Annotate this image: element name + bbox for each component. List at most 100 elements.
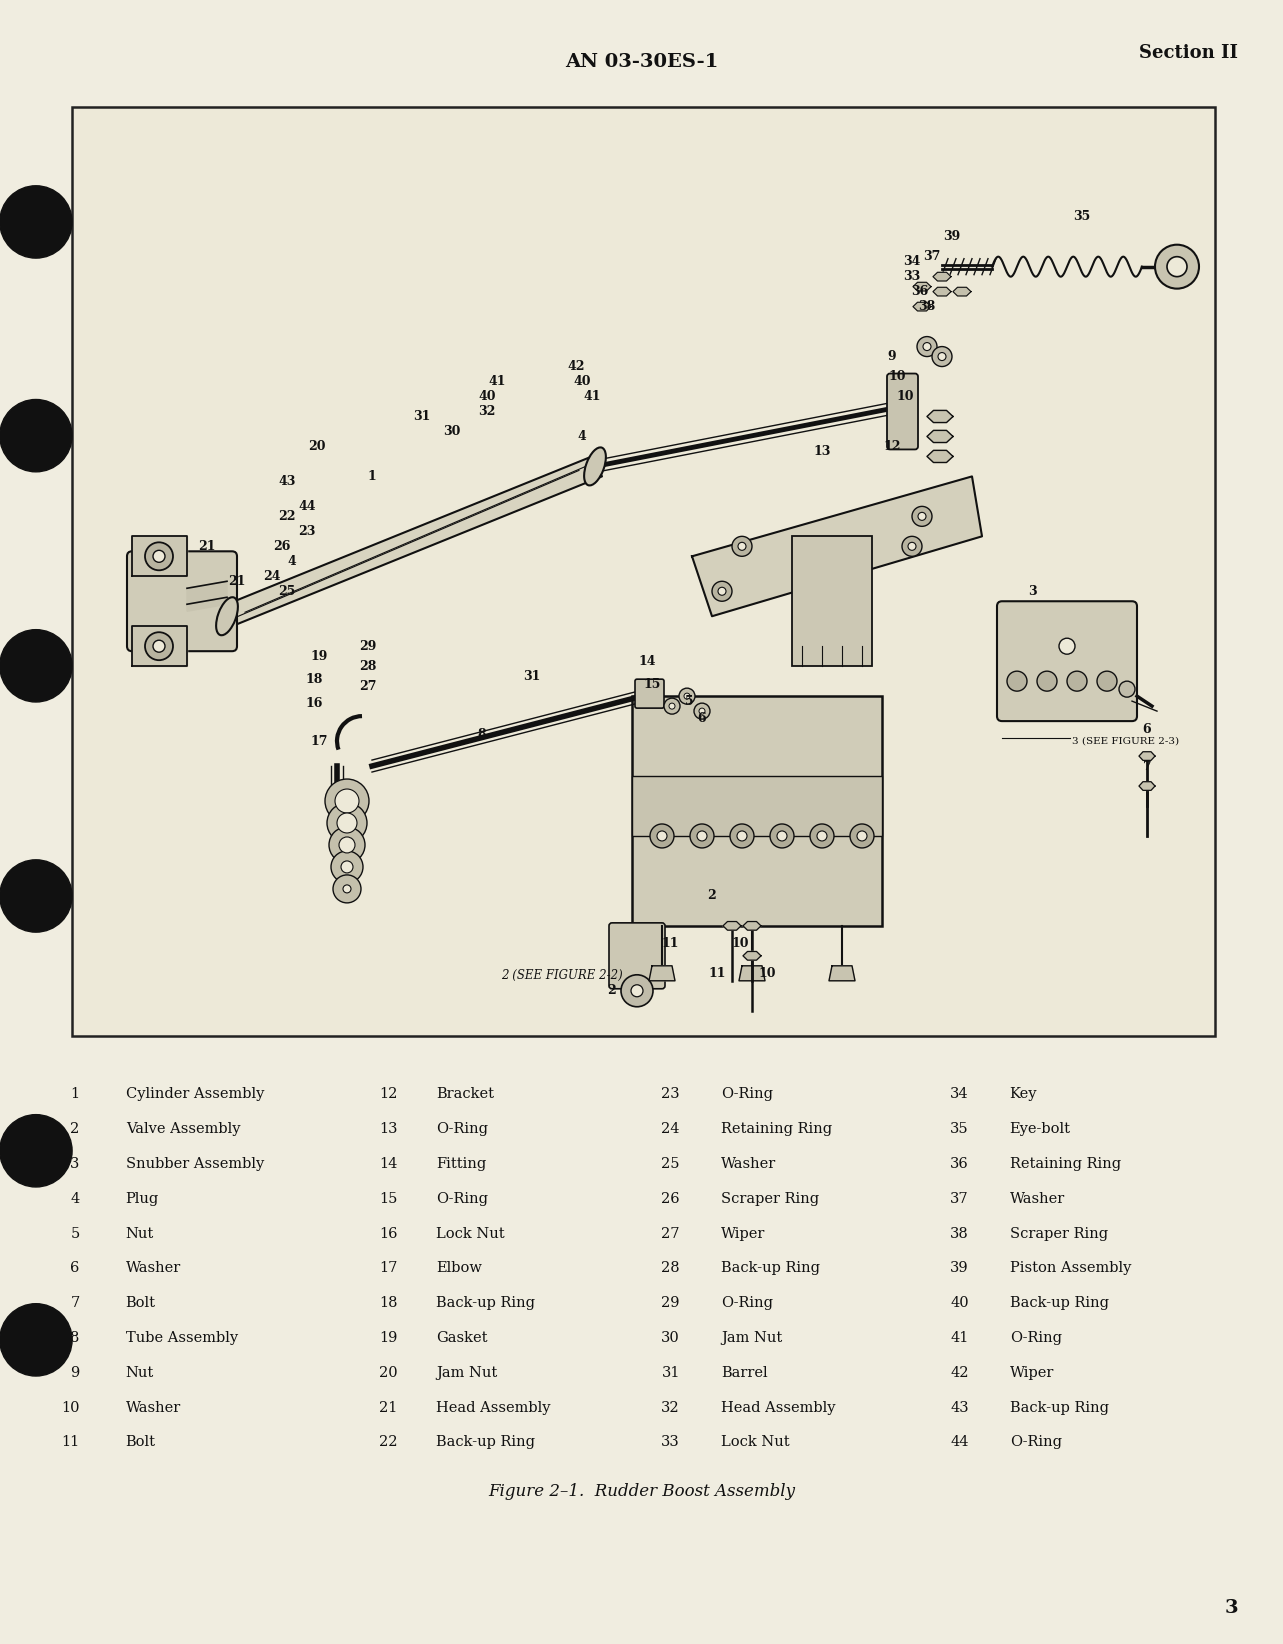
Circle shape <box>334 875 361 903</box>
Text: 36: 36 <box>949 1157 969 1171</box>
Circle shape <box>631 985 643 996</box>
Circle shape <box>938 352 946 360</box>
Text: 39: 39 <box>949 1261 969 1276</box>
Polygon shape <box>933 288 951 296</box>
Bar <box>72 107 1215 1036</box>
Text: 15: 15 <box>643 677 661 690</box>
Text: Scraper Ring: Scraper Ring <box>1010 1226 1107 1241</box>
Text: Bolt: Bolt <box>126 1295 155 1310</box>
Text: 10: 10 <box>888 370 906 383</box>
Circle shape <box>328 827 364 863</box>
Circle shape <box>145 633 173 661</box>
Text: 20: 20 <box>308 441 326 454</box>
Text: 24: 24 <box>263 570 281 582</box>
Text: 34: 34 <box>949 1087 969 1101</box>
Polygon shape <box>913 283 931 291</box>
Circle shape <box>733 536 752 556</box>
Circle shape <box>718 587 726 595</box>
Text: Barrel: Barrel <box>721 1366 767 1379</box>
Text: 21: 21 <box>228 575 246 589</box>
Text: Section II: Section II <box>1139 44 1238 61</box>
Text: 18: 18 <box>305 672 323 686</box>
Text: 32: 32 <box>661 1401 680 1414</box>
Text: 3: 3 <box>71 1157 80 1171</box>
Text: 5: 5 <box>71 1226 80 1241</box>
Polygon shape <box>743 922 761 931</box>
Text: 4: 4 <box>577 431 586 442</box>
Text: 41: 41 <box>584 390 600 403</box>
Circle shape <box>339 837 355 853</box>
Text: Washer: Washer <box>1010 1192 1065 1205</box>
Polygon shape <box>1139 781 1155 791</box>
Text: 36: 36 <box>911 284 929 298</box>
Circle shape <box>327 802 367 843</box>
Polygon shape <box>928 411 953 423</box>
Text: 40: 40 <box>479 390 495 403</box>
Circle shape <box>0 630 72 702</box>
Text: 26: 26 <box>661 1192 680 1205</box>
Text: 31: 31 <box>523 669 540 682</box>
Text: 2: 2 <box>608 985 616 998</box>
Circle shape <box>931 347 952 367</box>
Text: 3: 3 <box>1224 1600 1238 1616</box>
Text: 9: 9 <box>888 350 897 363</box>
Text: Snubber Assembly: Snubber Assembly <box>126 1157 264 1171</box>
Text: Jam Nut: Jam Nut <box>436 1366 498 1379</box>
Text: 25: 25 <box>662 1157 680 1171</box>
Text: 28: 28 <box>359 659 377 672</box>
Polygon shape <box>187 582 227 612</box>
Circle shape <box>0 399 72 472</box>
Text: 44: 44 <box>951 1435 969 1450</box>
Text: 38: 38 <box>949 1226 969 1241</box>
Circle shape <box>0 186 72 258</box>
Circle shape <box>1037 671 1057 690</box>
Text: 3: 3 <box>1028 585 1037 598</box>
Text: 40: 40 <box>574 375 590 388</box>
Text: 16: 16 <box>380 1226 398 1241</box>
Circle shape <box>1097 671 1117 690</box>
Text: 10: 10 <box>62 1401 80 1414</box>
Circle shape <box>679 689 695 704</box>
FancyBboxPatch shape <box>792 536 872 666</box>
Circle shape <box>337 814 357 834</box>
Circle shape <box>335 789 359 814</box>
Text: Back-up Ring: Back-up Ring <box>436 1435 535 1450</box>
Text: Lock Nut: Lock Nut <box>436 1226 504 1241</box>
Text: 4: 4 <box>71 1192 80 1205</box>
Circle shape <box>738 543 745 551</box>
Circle shape <box>153 551 166 562</box>
Circle shape <box>810 824 834 848</box>
Text: O-Ring: O-Ring <box>1010 1435 1062 1450</box>
Text: Scraper Ring: Scraper Ring <box>721 1192 819 1205</box>
Text: 22: 22 <box>380 1435 398 1450</box>
Text: 7: 7 <box>71 1295 80 1310</box>
Circle shape <box>712 582 733 602</box>
Circle shape <box>1119 681 1135 697</box>
FancyBboxPatch shape <box>635 679 665 709</box>
Polygon shape <box>739 965 765 981</box>
Text: O-Ring: O-Ring <box>721 1295 774 1310</box>
Text: 19: 19 <box>310 649 327 663</box>
Circle shape <box>665 699 680 713</box>
Text: 1: 1 <box>368 470 376 483</box>
Text: 30: 30 <box>444 424 461 437</box>
Text: 14: 14 <box>638 654 656 667</box>
Text: Fitting: Fitting <box>436 1157 486 1171</box>
Polygon shape <box>743 952 761 960</box>
Text: 37: 37 <box>924 250 940 263</box>
Text: 33: 33 <box>661 1435 680 1450</box>
Text: Nut: Nut <box>126 1226 154 1241</box>
Text: 12: 12 <box>883 441 901 454</box>
Text: 13: 13 <box>380 1123 398 1136</box>
Text: 13: 13 <box>813 446 830 459</box>
Ellipse shape <box>216 597 237 635</box>
Text: Back-up Ring: Back-up Ring <box>721 1261 820 1276</box>
Text: 2: 2 <box>708 889 716 903</box>
Text: 21: 21 <box>199 539 216 552</box>
Text: 41: 41 <box>951 1332 969 1345</box>
Text: 40: 40 <box>949 1295 969 1310</box>
Text: 35: 35 <box>949 1123 969 1136</box>
Text: 10: 10 <box>731 937 749 950</box>
Text: 20: 20 <box>378 1366 398 1379</box>
Circle shape <box>657 830 667 842</box>
